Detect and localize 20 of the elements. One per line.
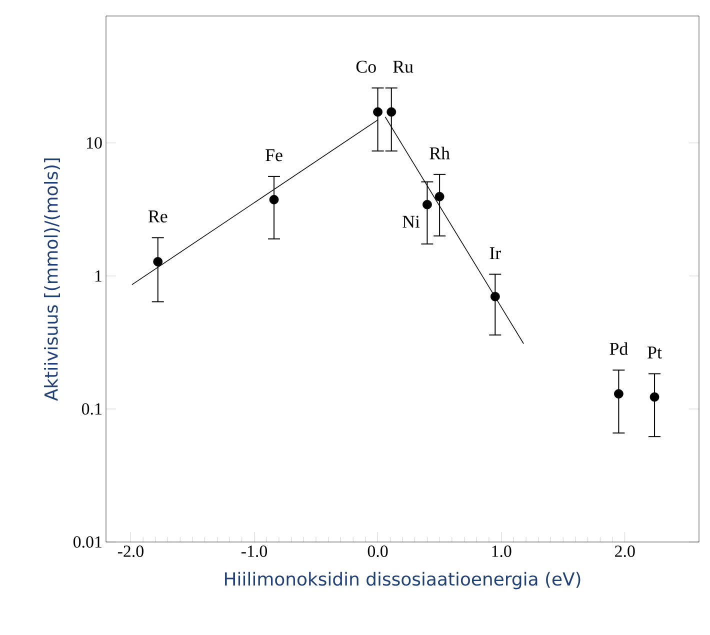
y-axis-title: Aktiivisuus [(mmol)/(mols)] — [44, 158, 60, 401]
annotation: Pd — [610, 342, 628, 355]
y-tick-label: 10 — [87, 137, 102, 149]
x-tick-label: 1.0 — [492, 546, 512, 558]
x-tick-label: -1.0 — [241, 546, 268, 558]
annotation: Pt — [648, 346, 662, 359]
annotation: Ru — [393, 60, 414, 73]
x-axis-title: Hiilimonoksidin dissosiaatioenergia (eV) — [225, 572, 580, 590]
x-tick-label: -2.0 — [118, 546, 144, 558]
annotation: Ni — [402, 216, 420, 228]
y-tick-label: 0.1 — [82, 403, 102, 415]
annotation: Re — [148, 210, 168, 222]
annotation: Co — [356, 60, 376, 73]
x-tick-label: 2.0 — [615, 546, 635, 558]
annotation: Ir — [490, 247, 501, 260]
annotation: Fe — [266, 149, 282, 162]
x-tick-label: 0.0 — [368, 546, 388, 558]
annotation: Rh — [430, 146, 450, 160]
y-tick-label: 0.01 — [73, 536, 102, 548]
y-tick-label: 1 — [95, 270, 102, 282]
